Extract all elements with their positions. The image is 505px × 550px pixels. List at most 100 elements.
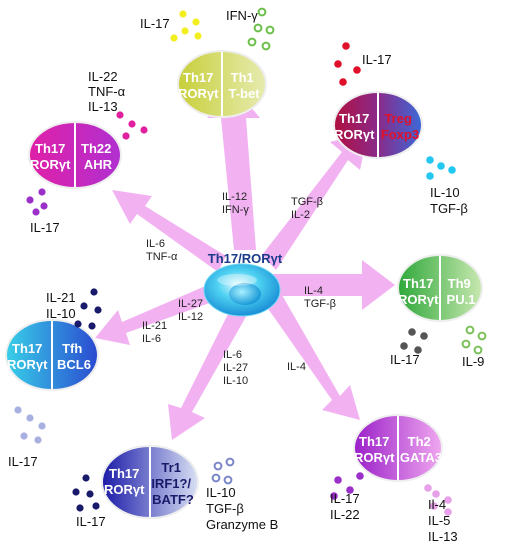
cytokine-dots bbox=[14, 7, 487, 516]
cell-tr1: Th17 RORγt Tr1 IRF1?/ BATF? bbox=[101, 445, 199, 519]
arrow-to-th9 bbox=[270, 260, 395, 310]
arrow-label-th9-0: IL-4 bbox=[304, 285, 323, 297]
cell-th22: Th17 RORγt Th22 AHR bbox=[28, 121, 122, 189]
cell-th22-right-1: AHR bbox=[84, 157, 113, 172]
arrow-label-tfh-b-1: IL-6 bbox=[142, 333, 161, 345]
cell-tfh: Th17 RORγt Tfh BCL6 bbox=[5, 319, 99, 391]
cell-tr1-right-0: Tr1 bbox=[161, 460, 181, 475]
label-th22-top-1: TNF-α bbox=[88, 84, 126, 99]
cell-th9-right-1: PU.1 bbox=[447, 292, 476, 307]
label-th22-bottom-0: IL-17 bbox=[30, 220, 60, 235]
label-tfh-top-0: IL-21 bbox=[46, 290, 76, 305]
cell-tr1-left-0: Th17 bbox=[109, 466, 139, 481]
cell-tfh-right-1: BCL6 bbox=[57, 357, 91, 372]
label-th2-right-0: Il-4 bbox=[428, 497, 446, 512]
arrow-to-th1 bbox=[207, 86, 260, 250]
center-cell: Th17/RORγt bbox=[203, 251, 283, 317]
label-th1-right-0: IFN-γ bbox=[226, 8, 258, 23]
arrow-labels: IL-12 IFN-γ TGF-β IL-2 IL-4 TGF-β IL-4 IL-6… bbox=[142, 191, 336, 387]
dots-th22-top bbox=[116, 111, 148, 140]
arrow-to-tfh bbox=[95, 284, 218, 345]
arrow-label-th2-0: IL-4 bbox=[287, 361, 306, 373]
arrow-label-tr1-1: IL-27 bbox=[223, 362, 248, 374]
svg-text:Th17 RORγt Treg: Th17 RORγt Treg Foxp3 bbox=[334, 111, 419, 142]
label-th9-left-0: IL-17 bbox=[390, 352, 420, 367]
arrow-label-th1-1: IFN-γ bbox=[222, 204, 249, 216]
cell-tr1-right-1: IRF1?/ bbox=[151, 476, 191, 491]
cell-th2-left-1: RORγt bbox=[354, 450, 395, 465]
cell-tfh-left-1: RORγt bbox=[7, 357, 48, 372]
dots-th9-right bbox=[461, 325, 487, 355]
label-treg-bottom-1: TGF-β bbox=[430, 201, 468, 216]
cell-th22-left-0: Th17 bbox=[35, 141, 65, 156]
arrow-to-th22 bbox=[112, 190, 226, 272]
label-tr1-right-1: TGF-β bbox=[206, 501, 244, 516]
cell-treg-right-0: Treg bbox=[384, 111, 412, 126]
label-th2-right-1: IL-5 bbox=[428, 513, 450, 528]
cell-th9-right-0: Th9 bbox=[448, 276, 471, 291]
center-label: Th17/RORγt bbox=[208, 251, 283, 266]
dots-treg-top bbox=[334, 42, 361, 86]
dots-th1-left bbox=[170, 10, 202, 42]
svg-text:Th17 RORγt Tr1: Th17 RORγt Tr1 IRF1?/ BATF? bbox=[104, 460, 195, 507]
arrow-label-tr1-2: IL-10 bbox=[223, 375, 248, 387]
arrow-label-th22-0: IL-6 bbox=[146, 238, 165, 250]
label-th22-top-0: IL-22 bbox=[88, 69, 118, 84]
arrow-label-tfh-b-0: IL-21 bbox=[142, 320, 167, 332]
arrow-label-th22-1: TNF-α bbox=[146, 251, 178, 263]
cell-tr1-left-1: RORγt bbox=[104, 482, 145, 497]
cell-th1-left-0: Th17 bbox=[183, 70, 213, 85]
cell-tfh-left-0: Th17 bbox=[12, 341, 42, 356]
svg-text:Th17 RORγt Th1: Th17 RORγt Th1 T-bet bbox=[178, 70, 260, 101]
cell-treg: Th17 RORγt Treg Foxp3 bbox=[333, 91, 423, 159]
dots-tr1-right bbox=[211, 457, 235, 485]
cell-th2-right-1: GATA3 bbox=[400, 450, 442, 465]
dots-tfh-bottom bbox=[14, 406, 46, 444]
dots-th9-left bbox=[400, 328, 428, 354]
label-tfh-top-1: IL-10 bbox=[46, 306, 76, 321]
arrow-label-tfh-a-0: IL-27 bbox=[178, 298, 203, 310]
cell-th1-left-1: RORγt bbox=[178, 86, 219, 101]
cell-treg-left-1: RORγt bbox=[334, 127, 375, 142]
cell-tr1-right-2: BATF? bbox=[152, 492, 194, 507]
cell-treg-right-1: Foxp3 bbox=[381, 127, 419, 142]
cell-tfh-right-0: Tfh bbox=[62, 341, 82, 356]
label-th9-right-0: IL-9 bbox=[462, 354, 484, 369]
arrow-to-tr1 bbox=[168, 306, 252, 440]
arrow-label-tr1-0: IL-6 bbox=[223, 349, 242, 361]
label-treg-bottom-0: IL-10 bbox=[430, 185, 460, 200]
arrow-label-tfh-a-1: IL-12 bbox=[178, 311, 203, 323]
label-th2-right-2: IL-13 bbox=[428, 529, 458, 544]
dots-tr1-left bbox=[72, 474, 100, 512]
arrow-label-treg-0: TGF-β bbox=[291, 196, 323, 208]
svg-text:Th17 RORγt Tfh: Th17 RORγt Tfh BCL6 bbox=[7, 341, 91, 372]
svg-text:Th17 RORγt Th22: Th17 RORγt Th22 AHR bbox=[30, 141, 115, 172]
arrows bbox=[95, 86, 395, 440]
label-tfh-bottom-0: IL-17 bbox=[8, 454, 38, 469]
dots-th1-right bbox=[247, 7, 275, 51]
dots-th22-bottom bbox=[26, 188, 48, 216]
label-tr1-right-0: IL-10 bbox=[206, 485, 236, 500]
svg-text:IL-4: IL-4 bbox=[287, 361, 306, 373]
label-treg-top-0: IL-17 bbox=[362, 52, 392, 67]
arrow-label-treg-1: IL-2 bbox=[291, 209, 310, 221]
cell-th22-right-0: Th22 bbox=[81, 141, 111, 156]
svg-text:Th17 RORγt Th9: Th17 RORγt Th9 PU.1 bbox=[398, 276, 475, 307]
cell-th9-left-0: Th17 bbox=[403, 276, 433, 291]
label-tr1-left-0: IL-17 bbox=[76, 514, 106, 529]
label-th22-top-2: IL-13 bbox=[88, 99, 118, 114]
label-tr1-right-2: Granzyme B bbox=[206, 517, 278, 532]
cell-th2-left-0: Th17 bbox=[359, 434, 389, 449]
arrow-to-th2 bbox=[262, 288, 360, 420]
label-th2-left-1: IL-22 bbox=[330, 507, 360, 522]
arrow-label-th9-1: TGF-β bbox=[304, 298, 336, 310]
cell-th2-right-0: Th2 bbox=[408, 434, 431, 449]
cell-th1-right-1: T-bet bbox=[228, 86, 260, 101]
